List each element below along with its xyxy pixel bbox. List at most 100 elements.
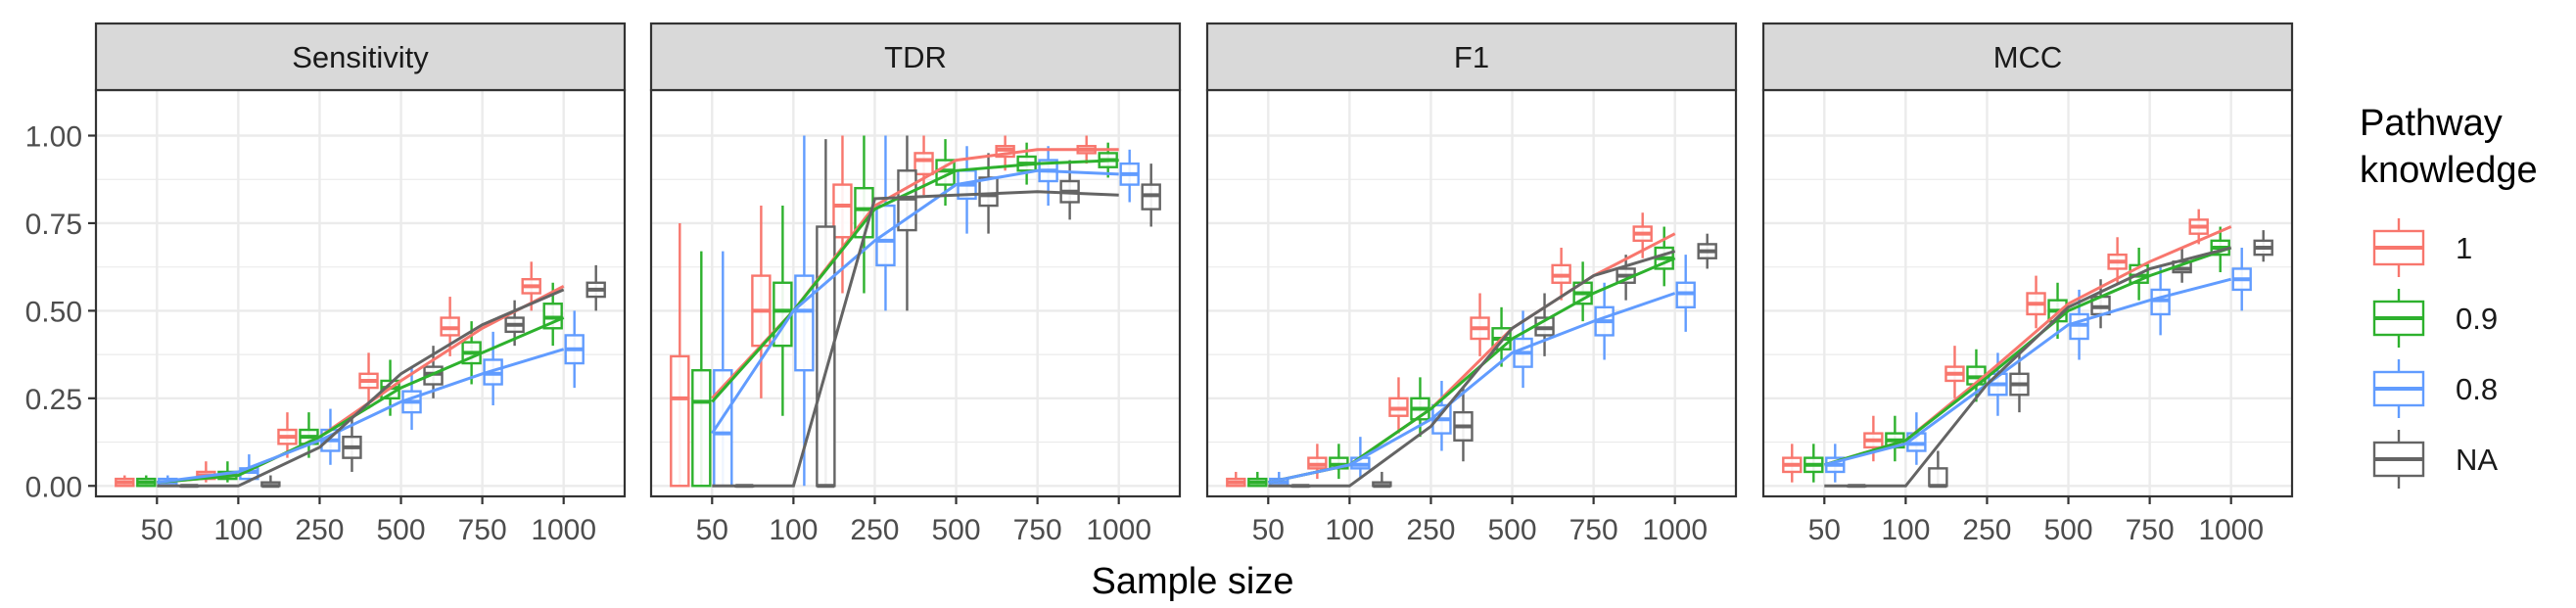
box-0-8-1000 (2231, 247, 2252, 311)
box-na-250 (2009, 352, 2030, 413)
x-tick-label: 100 (1325, 514, 1374, 546)
x-tick-label: 750 (1013, 514, 1062, 546)
trend-line-na (1268, 250, 1676, 488)
facet-strip (649, 22, 1182, 92)
box-body (978, 176, 999, 208)
trend-line-0-8 (711, 168, 1119, 435)
legend-label: 0.9 (2456, 302, 2498, 336)
y-tick-label: 1.00 (25, 121, 82, 154)
x-tick-label: 250 (850, 514, 899, 546)
box-body (832, 183, 853, 239)
box-body (1928, 467, 1948, 488)
box-na-100 (1928, 450, 1948, 489)
box-1-100 (1863, 415, 1884, 462)
x-axis-title: Sample size (1092, 561, 1294, 602)
box-1-500 (358, 352, 379, 409)
box-0-8-1000 (1119, 149, 1140, 203)
trend-line-0-8 (157, 348, 565, 485)
panel-sensitivity: Sensitivity 50 100 250 500 750 1000 0.00 0.25 0.5… (25, 22, 627, 546)
panel-background (96, 90, 625, 496)
box-na-100 (816, 139, 836, 489)
box-1-50 (670, 222, 690, 488)
trend-line-na (1824, 246, 2232, 488)
facet-strip (94, 22, 627, 92)
box-0-9-50 (1247, 471, 1268, 488)
box-body (875, 204, 896, 267)
x-tick-label: 500 (932, 514, 981, 546)
box-na-1000 (1141, 164, 1161, 227)
facet-strip-label: TDR (884, 40, 947, 74)
box-body (691, 369, 712, 488)
box-0-8-100 (1906, 412, 1927, 465)
x-tick-label: 750 (1569, 514, 1618, 546)
box-0-8-1000 (564, 310, 585, 389)
x-tick-label: 50 (1808, 514, 1841, 546)
y-tick-label: 0.25 (25, 384, 82, 416)
box-1-750 (440, 297, 460, 356)
x-tick-label: 1000 (531, 514, 596, 546)
x-tick-label: 500 (377, 514, 426, 546)
box-1-750 (2107, 237, 2128, 283)
box-body (913, 152, 934, 176)
panel-mcc: MCC 50 100 250 500 750 1000 (1761, 22, 2294, 546)
box-1-250 (1388, 377, 1409, 434)
facet-strip (1205, 22, 1738, 92)
x-tick-label: 500 (1488, 514, 1537, 546)
facet-strip (1761, 22, 2294, 92)
box-body (670, 354, 690, 488)
x-tick-label: 50 (696, 514, 728, 546)
box-0-9-50 (691, 251, 712, 488)
box-na-1000 (585, 264, 606, 311)
box-na-750 (504, 300, 525, 347)
legend: Pathway knowledge 1 0.9 0.8 NA (2360, 103, 2538, 489)
legend-entry-1: 1 (2372, 218, 2472, 277)
box-body (816, 225, 836, 488)
panel-f1: F1 50 100 250 500 750 1000 (1205, 22, 1738, 546)
box-1-250 (277, 412, 298, 458)
x-tick-label: 50 (141, 514, 173, 546)
panel-tdr: TDR 50 100 250 500 750 1000 (649, 22, 1182, 546)
trend-line-0-8 (1267, 292, 1676, 485)
x-tick-label: 100 (769, 514, 818, 546)
x-tick-label: 1000 (1642, 514, 1708, 546)
x-tick-label: 750 (2126, 514, 2175, 546)
box-1-750 (1551, 247, 1571, 301)
legend-entry-0-8: 0.8 (2372, 359, 2498, 418)
box-na-100 (260, 475, 281, 489)
y-tick-label: 0.75 (25, 209, 82, 241)
trend-line-0-9 (711, 159, 1119, 403)
facet-strip-label: Sensitivity (292, 40, 429, 74)
legend-title: knowledge (2360, 150, 2538, 191)
box-1-50 (1782, 444, 1803, 483)
legend-label: NA (2456, 443, 2498, 477)
trend-line-na (712, 190, 1119, 488)
box-1-1000 (2188, 209, 2209, 245)
box-0-9-50 (1803, 444, 1824, 483)
x-tick-label: 250 (295, 514, 344, 546)
box-0-8-1000 (1675, 255, 1696, 332)
box-1-250 (1944, 346, 1965, 398)
box-na-100 (1372, 471, 1392, 489)
facet-strip-label: F1 (1454, 40, 1489, 74)
trend-line-0-8 (1823, 277, 2232, 467)
box-1-50 (1226, 471, 1246, 488)
legend-entry-0-9: 0.9 (2372, 289, 2498, 348)
box-1-500 (2026, 275, 2046, 329)
x-tick-label: 1000 (1086, 514, 1151, 546)
x-tick-label: 250 (1406, 514, 1455, 546)
facet-strip-label: MCC (1993, 40, 2063, 74)
box-0-9-1000 (1654, 226, 1674, 287)
legend-label: 0.8 (2456, 372, 2498, 406)
x-tick-label: 1000 (2198, 514, 2264, 546)
x-tick-label: 750 (458, 514, 507, 546)
box-0-8-500 (957, 146, 977, 234)
box-na-1000 (2253, 230, 2273, 262)
box-0-8-250 (875, 135, 896, 311)
legend-label: 1 (2456, 231, 2472, 265)
legend-entry-na: NA (2372, 430, 2498, 489)
trend-line-na (157, 288, 565, 488)
box-na-500 (1534, 293, 1555, 356)
box-1-500 (1470, 293, 1490, 356)
legend-title: Pathway (2360, 103, 2503, 144)
